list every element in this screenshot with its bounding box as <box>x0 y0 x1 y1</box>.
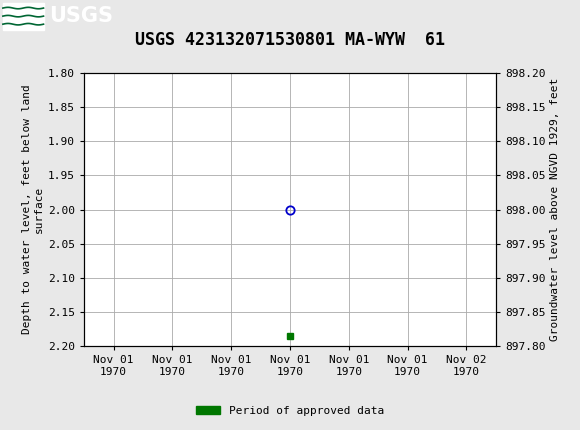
Text: USGS 423132071530801 MA-WYW  61: USGS 423132071530801 MA-WYW 61 <box>135 31 445 49</box>
FancyBboxPatch shape <box>3 3 43 30</box>
Text: USGS: USGS <box>49 6 113 26</box>
Legend: Period of approved data: Period of approved data <box>191 401 389 420</box>
Y-axis label: Depth to water level, feet below land
surface: Depth to water level, feet below land su… <box>22 85 44 335</box>
Y-axis label: Groundwater level above NGVD 1929, feet: Groundwater level above NGVD 1929, feet <box>550 78 560 341</box>
